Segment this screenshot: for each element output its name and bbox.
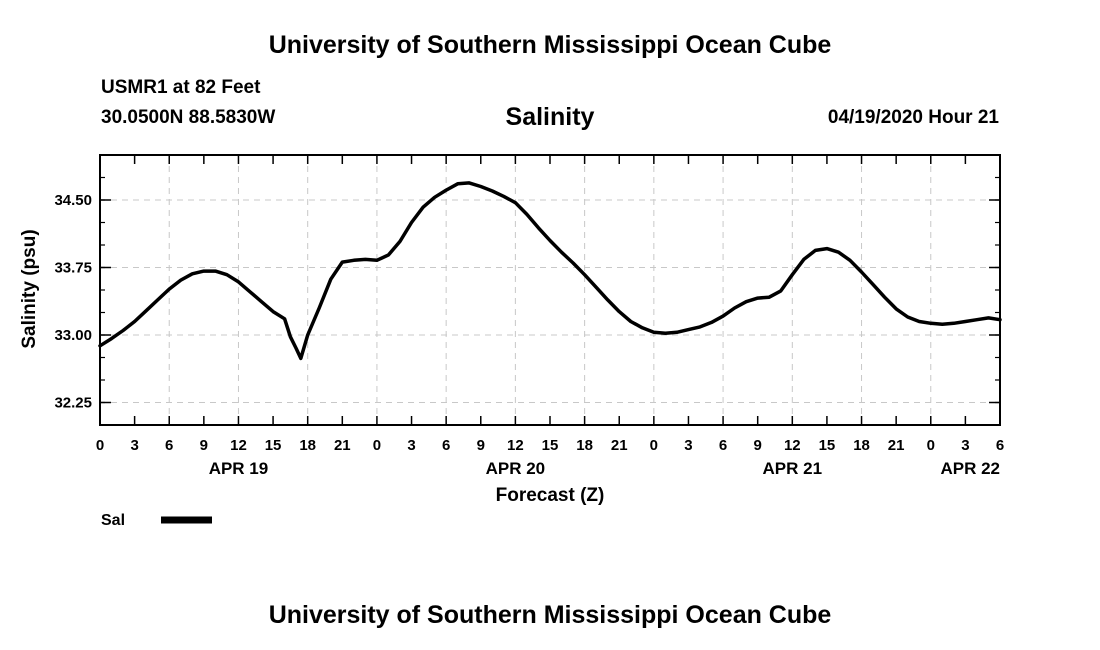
legend: Sal bbox=[101, 512, 212, 529]
chart-title: Salinity bbox=[506, 103, 595, 131]
y-tick-label: 33.00 bbox=[54, 327, 92, 344]
x-tick-label: 3 bbox=[961, 437, 969, 454]
x-tick-label: 18 bbox=[853, 437, 870, 454]
x-tick-label: 18 bbox=[299, 437, 316, 454]
tick-marks bbox=[99, 154, 1001, 426]
x-tick-label: 0 bbox=[650, 437, 658, 454]
x-tick-label: 6 bbox=[165, 437, 173, 454]
x-tick-label: 0 bbox=[96, 437, 104, 454]
x-tick-label: 12 bbox=[507, 437, 524, 454]
x-tick-label: 21 bbox=[334, 437, 351, 454]
x-tick-label: 6 bbox=[719, 437, 727, 454]
x-tick-label: 3 bbox=[130, 437, 138, 454]
forecast-timestamp: 04/19/2020 Hour 21 bbox=[827, 107, 999, 128]
series-layer bbox=[98, 181, 1002, 361]
x-tick-label: 3 bbox=[684, 437, 692, 454]
day-label: APR 22 bbox=[940, 459, 1000, 478]
x-tick-label: 6 bbox=[442, 437, 450, 454]
station-coords: 30.0500N 88.5830W bbox=[101, 107, 276, 128]
x-tick-label: 15 bbox=[819, 437, 836, 454]
plot-frame bbox=[99, 154, 1001, 426]
y-tick-label: 34.50 bbox=[54, 192, 92, 209]
axis-labels: 0 3 6 9 12 15 18 21 0 3 6 9 12 15 18 21 0 3 6 9 12 15 18 21 0 3 6 A… bbox=[54, 192, 1004, 478]
x-tick-label: 0 bbox=[927, 437, 935, 454]
day-label: APR 19 bbox=[209, 459, 269, 478]
x-tick-label: 9 bbox=[200, 437, 208, 454]
day-label: APR 21 bbox=[763, 459, 823, 478]
footer-title: University of Southern Mississippi Ocean… bbox=[268, 601, 832, 629]
page-title: University of Southern Mississippi Ocean… bbox=[268, 31, 832, 59]
legend-label: Sal bbox=[101, 512, 125, 529]
x-tick-label: 15 bbox=[542, 437, 559, 454]
x-tick-label: 12 bbox=[230, 437, 247, 454]
y-tick-label: 33.75 bbox=[54, 260, 92, 277]
y-tick-label: 32.25 bbox=[54, 395, 92, 412]
x-tick-label: 15 bbox=[265, 437, 282, 454]
x-axis-title: Forecast (Z) bbox=[496, 485, 605, 506]
day-label: APR 20 bbox=[486, 459, 546, 478]
x-tick-label: 18 bbox=[576, 437, 593, 454]
x-tick-label: 6 bbox=[996, 437, 1004, 454]
grid bbox=[100, 155, 1000, 425]
x-tick-label: 21 bbox=[888, 437, 905, 454]
x-tick-label: 12 bbox=[784, 437, 801, 454]
x-tick-label: 0 bbox=[373, 437, 381, 454]
x-tick-label: 9 bbox=[754, 437, 762, 454]
x-tick-label: 3 bbox=[407, 437, 415, 454]
y-axis-title: Salinity (psu) bbox=[19, 229, 40, 348]
x-tick-label: 9 bbox=[477, 437, 485, 454]
x-tick-label: 21 bbox=[611, 437, 628, 454]
station-name: USMR1 at 82 Feet bbox=[101, 77, 261, 98]
salinity-series-line bbox=[98, 181, 1002, 361]
